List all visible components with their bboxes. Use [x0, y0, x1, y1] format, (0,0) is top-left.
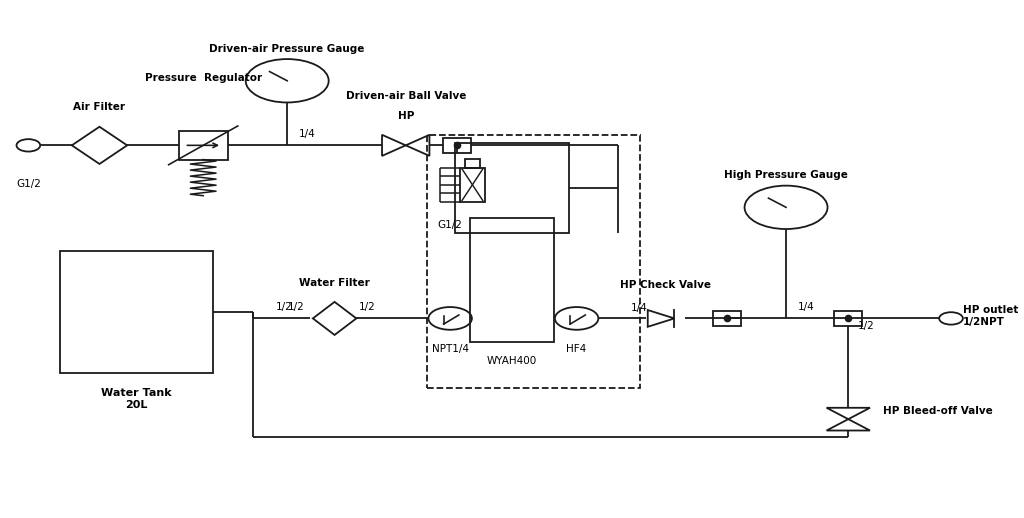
Text: NPT1/4: NPT1/4	[432, 344, 469, 354]
Text: 1/4: 1/4	[798, 301, 815, 312]
Text: G1/2: G1/2	[437, 221, 462, 231]
Text: 1/2: 1/2	[275, 301, 292, 312]
Text: HP outlet
1/2NPT: HP outlet 1/2NPT	[963, 305, 1018, 327]
Text: 1/4: 1/4	[631, 303, 648, 313]
Bar	[178, 131, 228, 160]
Text: Water Tank
20L: Water Tank 20L	[101, 388, 172, 410]
Text: HP Check Valve: HP Check Valve	[620, 280, 711, 290]
Text: Driven-air Pressure Gauge: Driven-air Pressure Gauge	[210, 44, 365, 54]
Text: High Pressure Gauge: High Pressure Gauge	[724, 170, 848, 180]
Text: HP Bleed-off Valve: HP Bleed-off Valve	[883, 407, 992, 416]
Text: 1/4: 1/4	[299, 128, 315, 139]
Bar	[465, 159, 480, 168]
Text: 1/2: 1/2	[288, 302, 305, 312]
Text: HF4: HF4	[566, 344, 587, 354]
Text: Air Filter: Air Filter	[74, 102, 126, 112]
Bar	[455, 143, 568, 233]
Bar	[835, 311, 862, 326]
Text: WYAH400: WYAH400	[486, 356, 537, 366]
Bar	[60, 251, 213, 372]
Bar	[427, 135, 640, 388]
Bar	[460, 168, 484, 202]
Bar	[713, 311, 740, 326]
Text: HP: HP	[397, 110, 414, 121]
Text: 1/2: 1/2	[359, 302, 376, 312]
Bar	[443, 138, 471, 153]
Bar	[470, 218, 554, 342]
Text: Pressure  Regulator: Pressure Regulator	[144, 74, 262, 83]
Text: Driven-air Ball Valve: Driven-air Ball Valve	[345, 92, 466, 102]
Text: Water Filter: Water Filter	[299, 279, 370, 289]
Text: G1/2: G1/2	[16, 179, 41, 189]
Text: 1/2: 1/2	[858, 321, 874, 331]
